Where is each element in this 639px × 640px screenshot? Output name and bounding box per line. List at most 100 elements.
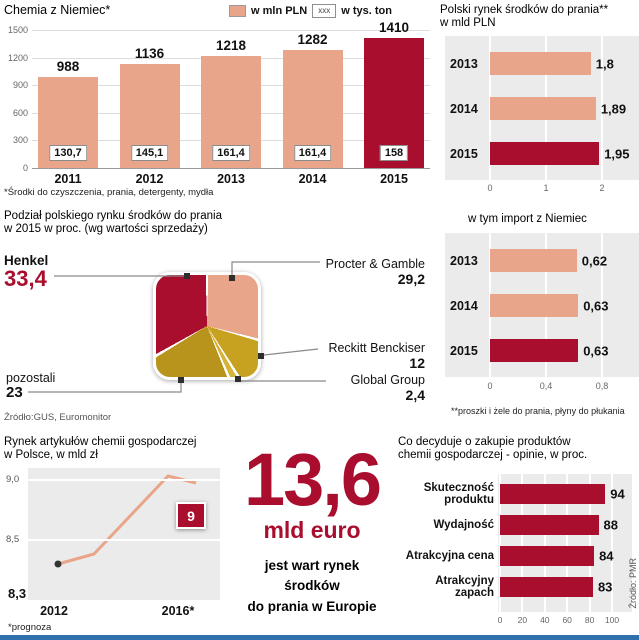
x-tick-label: 2016* bbox=[161, 604, 195, 618]
bottom-accent-bar bbox=[0, 635, 639, 640]
bar bbox=[490, 142, 600, 165]
x-tick-label: 0,4 bbox=[539, 381, 553, 391]
gridline bbox=[521, 474, 524, 612]
slice-label-procter-gamble: Procter & Gamble bbox=[325, 257, 425, 271]
bar-track: 0,62 bbox=[490, 249, 607, 272]
chart-german-chemicals: Chemia z Niemiec* w mln PLN xxx w tys. t… bbox=[0, 0, 434, 207]
big-stat: 13,6 mld euro jest wart rynek środków do… bbox=[226, 442, 398, 617]
bar-value-label: 1,89 bbox=[600, 101, 627, 116]
bar-track: 84 bbox=[500, 545, 614, 566]
bar-track: 83 bbox=[500, 576, 612, 597]
gridline bbox=[601, 36, 603, 180]
pie-square bbox=[153, 272, 261, 380]
bar-rows: 2013 1,8 2014 1,89 2015 1,95 bbox=[445, 36, 639, 176]
chart-title: Podział polskiego rynku środków do prani… bbox=[4, 210, 222, 222]
bar-group: 988 130,7 2011 bbox=[38, 30, 98, 186]
chart-subtitle: w Polsce, w mld zł bbox=[4, 449, 98, 461]
legend-label-mln-pln: w mln PLN bbox=[251, 4, 308, 17]
x-tick-label: 2015 bbox=[380, 172, 408, 186]
x-tick-label: 2 bbox=[599, 183, 605, 193]
line-chart-plot: 9 bbox=[28, 468, 220, 600]
y-tick-label: 600 bbox=[12, 107, 28, 118]
bar-rows: 2013 0,62 2014 0,63 2015 0,63 bbox=[445, 233, 639, 373]
chart-title: Polski rynek środków do prania** bbox=[440, 4, 609, 16]
x-axis: 0 0,4 0,8 bbox=[445, 381, 639, 393]
bar bbox=[500, 576, 593, 597]
bar-row: Skuteczność produktu 94 bbox=[394, 478, 634, 509]
category-label: 2014 bbox=[450, 101, 478, 116]
bar-row: 2014 0,63 bbox=[445, 283, 639, 328]
chart-market-share: Podział polskiego rynku środków do prani… bbox=[0, 205, 434, 432]
x-tick-label: 2014 bbox=[298, 172, 327, 186]
footnote: *prognoza bbox=[8, 622, 52, 633]
source-note: Źródło: PMR bbox=[628, 558, 638, 609]
bar-tons-label: 130,7 bbox=[49, 145, 87, 161]
point-value-label: 8,3 bbox=[8, 586, 27, 601]
x-tick-label: 2011 bbox=[54, 172, 82, 186]
x-axis: 0 1 2 bbox=[445, 183, 639, 195]
gridline bbox=[543, 474, 546, 612]
slice-value-procter-gamble: 29,2 bbox=[397, 271, 425, 287]
x-tick-label: 40 bbox=[540, 615, 550, 625]
forecast-value-box: 9 bbox=[176, 502, 206, 529]
slice-value-henkel: 33,4 bbox=[4, 266, 47, 291]
y-tick-label: 1500 bbox=[7, 25, 28, 35]
gridline bbox=[499, 474, 501, 612]
bar-rows: Skuteczność produktu 94 Wydajność 88 Atrakcy… bbox=[394, 478, 634, 602]
plot-panel: 2013 1,8 2014 1,89 2015 1,95 bbox=[445, 36, 639, 180]
chart-import-from-germany: w tym import z Niemiec 2013 0,62 2014 0,63 2… bbox=[437, 205, 639, 432]
bar bbox=[490, 249, 577, 272]
bar-track: 0,63 bbox=[490, 294, 609, 317]
category-label: 2013 bbox=[450, 253, 478, 268]
bar-group: 1218 161,4 2013 bbox=[201, 30, 261, 186]
stat-caption-line: środków bbox=[284, 578, 340, 594]
bar-value-label: 1282 bbox=[297, 32, 328, 48]
bar-group: 1136 145,1 2012 bbox=[119, 30, 180, 186]
bar bbox=[500, 545, 595, 566]
chart-household-chemicals: Rynek artykułów chemii gospodarczej w Po… bbox=[0, 432, 228, 640]
category-label: Wydajność bbox=[433, 518, 495, 531]
x-tick-label: 2013 bbox=[217, 172, 245, 186]
legend-label-tys-ton: w tys. ton bbox=[341, 4, 392, 17]
x-axis: 0 20 40 60 80 100 bbox=[498, 615, 632, 627]
footnote: *Środki do czyszczenia, prania, detergen… bbox=[4, 187, 214, 198]
y-tick-label: 1200 bbox=[7, 52, 28, 63]
bar-value-label: 94 bbox=[610, 486, 625, 501]
bar-track: 1,95 bbox=[490, 142, 630, 165]
x-tick-label: 0,8 bbox=[595, 381, 609, 391]
slice-label-henkel: Henkel bbox=[4, 253, 49, 268]
bar bbox=[500, 514, 599, 535]
bar-value-label: 0,63 bbox=[583, 298, 609, 313]
bar-value-label: 1136 bbox=[134, 45, 165, 61]
stat-unit: mld euro bbox=[263, 517, 361, 544]
gridline bbox=[588, 474, 591, 612]
slice-value-pozostali: 23 bbox=[6, 384, 23, 401]
slice-label-global-group: Global Group bbox=[350, 373, 425, 387]
bar bbox=[490, 294, 579, 317]
category-label: 2015 bbox=[450, 343, 478, 358]
bar-value-label: 0,63 bbox=[583, 343, 609, 358]
bar-tons-label: 145,1 bbox=[130, 145, 169, 161]
bar-group: 1282 161,4 2014 bbox=[282, 30, 343, 186]
x-tick-label: 80 bbox=[584, 615, 595, 625]
gridline bbox=[566, 474, 569, 612]
bar-track: 88 bbox=[500, 514, 618, 535]
y-tick-label: 0 bbox=[22, 163, 28, 173]
bar-row: 2014 1,89 bbox=[445, 86, 639, 131]
bar-track: 1,89 bbox=[490, 97, 626, 120]
bar-value-label: 988 bbox=[56, 59, 80, 75]
chart-title: Rynek artykułów chemii gospodarczej bbox=[4, 436, 197, 448]
bar-value-label: 1,95 bbox=[604, 146, 630, 161]
bar bbox=[490, 52, 591, 75]
bar-track: 0,63 bbox=[490, 339, 609, 362]
chart-title: Chemia z Niemiec* bbox=[4, 3, 111, 17]
category-label: 2015 bbox=[450, 146, 478, 161]
category-label: Atrakcyjna cena bbox=[405, 549, 494, 562]
bar-row: Wydajność 88 bbox=[394, 509, 634, 540]
legend-swatch-mln-pln bbox=[229, 4, 246, 17]
bar-row: 2013 0,62 bbox=[445, 238, 639, 283]
bar-row: 2013 1,8 bbox=[445, 41, 639, 86]
footnote: **proszki i żele do prania, płyny do płu… bbox=[451, 406, 625, 416]
stat-caption: jest wart rynek środków do prania w Euro… bbox=[247, 556, 376, 617]
